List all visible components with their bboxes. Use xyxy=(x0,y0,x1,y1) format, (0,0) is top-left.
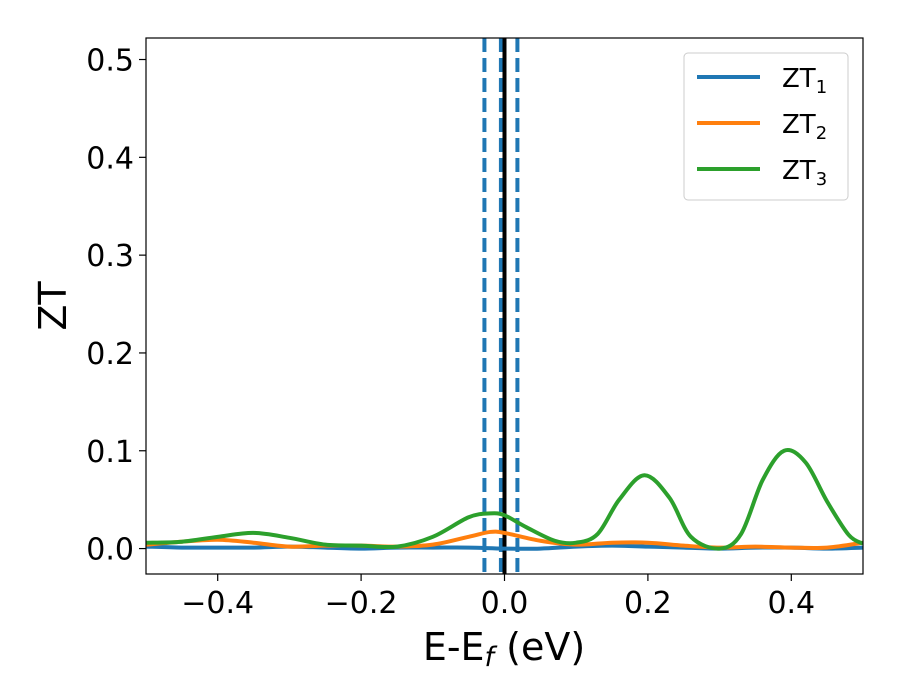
legend-label-zt2: ZT2 xyxy=(782,110,827,144)
y-tick-label: 0.5 xyxy=(86,44,134,79)
legend-box xyxy=(683,52,849,201)
x-tick-label: −0.4 xyxy=(181,586,254,621)
y-tick-label: 0.2 xyxy=(86,337,134,372)
x-tick-label: 0.2 xyxy=(624,586,672,621)
legend-label-zt1: ZT1 xyxy=(782,64,827,98)
y-tick-label: 0.1 xyxy=(86,435,134,470)
y-tick-label: 0.4 xyxy=(86,141,134,176)
legend-label-zt3: ZT3 xyxy=(782,156,827,190)
series-line-zt2 xyxy=(146,529,863,550)
y-tick-label: 0.3 xyxy=(86,239,134,274)
y-tick-label: 0.0 xyxy=(86,533,134,568)
legend: ZT1 ZT2 ZT3 xyxy=(683,52,849,201)
x-tick-label: −0.2 xyxy=(325,586,398,621)
y-axis-ticks: 0.0 0.1 0.2 0.3 0.4 0.5 xyxy=(86,44,146,568)
legend-entries: ZT1 ZT2 ZT3 xyxy=(697,64,827,190)
series-lines xyxy=(146,448,863,551)
x-axis-ticks: −0.4 −0.2 0.0 0.2 0.4 xyxy=(181,574,815,621)
x-tick-label: 0.0 xyxy=(481,586,529,621)
series-line-zt3 xyxy=(146,448,863,551)
x-tick-label: 0.4 xyxy=(767,586,815,621)
vertical-lines xyxy=(482,38,520,574)
x-axis-label: E-Ef (eV) xyxy=(423,625,585,673)
y-axis-label: ZT xyxy=(31,281,75,331)
